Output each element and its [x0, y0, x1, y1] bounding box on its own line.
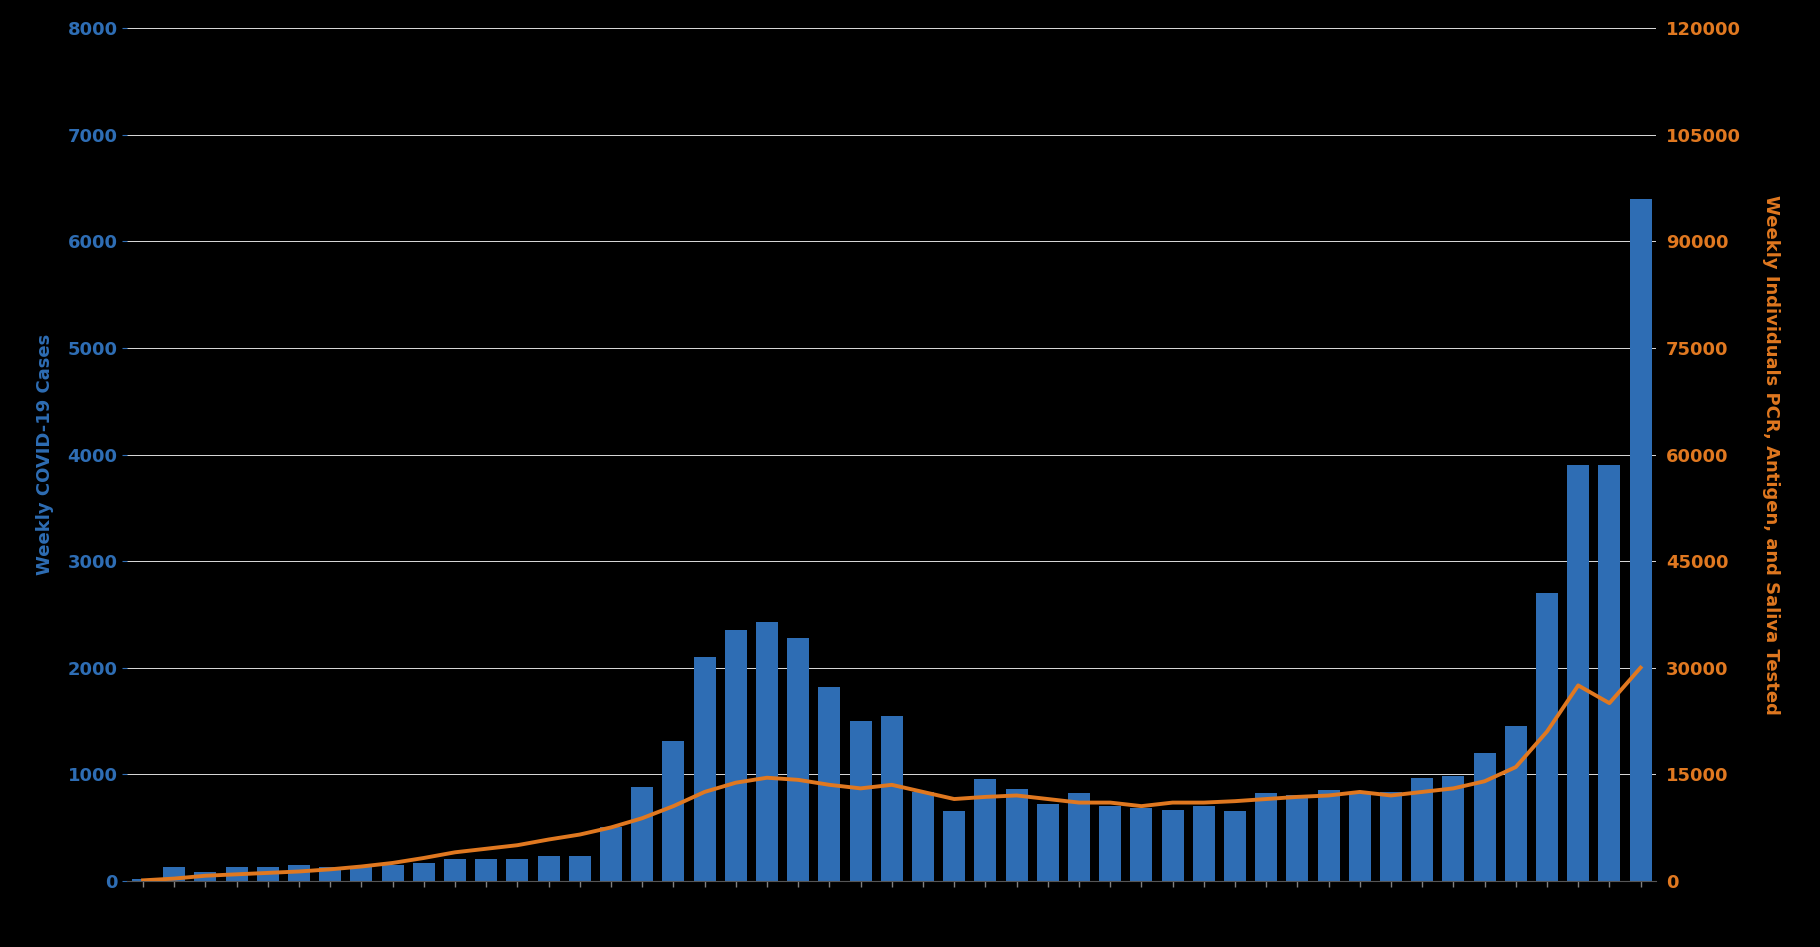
Bar — [226, 867, 248, 881]
Bar — [974, 779, 996, 881]
Bar — [318, 867, 340, 881]
Bar — [1567, 465, 1589, 881]
Bar — [1598, 465, 1620, 881]
Bar — [881, 716, 903, 881]
Bar — [819, 687, 841, 881]
Bar — [1006, 789, 1028, 881]
Bar — [1287, 795, 1309, 881]
Bar — [288, 865, 309, 881]
Bar — [1443, 777, 1465, 881]
Bar — [601, 828, 622, 881]
Bar — [413, 863, 435, 881]
Bar — [1225, 812, 1247, 881]
Bar — [351, 867, 373, 881]
Bar — [693, 657, 715, 881]
Bar — [1410, 778, 1432, 881]
Bar — [1068, 794, 1090, 881]
Bar — [1318, 790, 1340, 881]
Bar — [1099, 806, 1121, 881]
Bar — [1474, 753, 1496, 881]
Bar — [632, 787, 653, 881]
Y-axis label: Weekly Individuals PCR, Antigen, and Saliva Tested: Weekly Individuals PCR, Antigen, and Sal… — [1762, 195, 1780, 714]
Bar — [537, 856, 559, 881]
Bar — [1505, 726, 1527, 881]
Bar — [662, 742, 684, 881]
Bar — [755, 622, 777, 881]
Bar — [788, 638, 810, 881]
Bar — [257, 867, 278, 881]
Bar — [1380, 793, 1401, 881]
Y-axis label: Weekly COVID-19 Cases: Weekly COVID-19 Cases — [36, 334, 53, 575]
Bar — [1536, 593, 1558, 881]
Bar — [850, 721, 872, 881]
Bar — [1192, 806, 1214, 881]
Bar — [1349, 794, 1370, 881]
Bar — [1130, 808, 1152, 881]
Bar — [1629, 199, 1651, 881]
Bar — [1161, 811, 1183, 881]
Bar — [506, 860, 528, 881]
Bar — [133, 879, 155, 881]
Bar — [475, 860, 497, 881]
Bar — [943, 812, 965, 881]
Bar — [724, 631, 746, 881]
Bar — [912, 793, 934, 881]
Bar — [382, 865, 404, 881]
Bar — [570, 856, 592, 881]
Bar — [444, 860, 466, 881]
Bar — [164, 867, 186, 881]
Bar — [1037, 804, 1059, 881]
Bar — [195, 872, 217, 881]
Bar — [1256, 794, 1278, 881]
